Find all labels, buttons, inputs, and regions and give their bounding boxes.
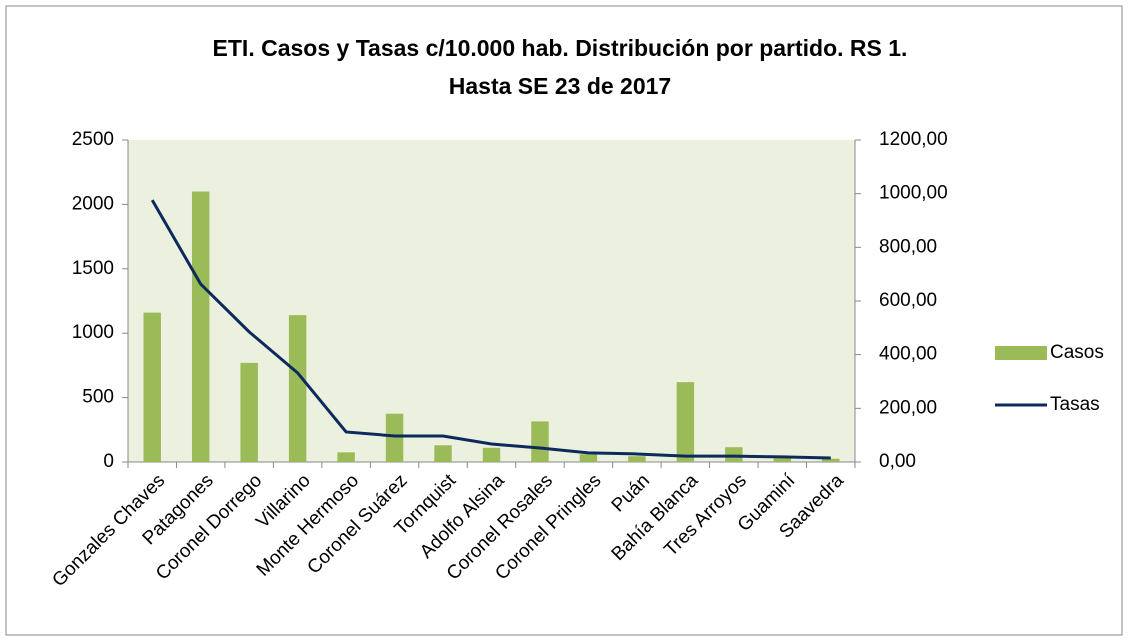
y-tick-label: 2000 (72, 193, 114, 214)
y-tick-label: 2500 (72, 129, 114, 150)
bar (725, 447, 743, 462)
chart-title: ETI. Casos y Tasas c/10.000 hab. Distrib… (213, 35, 908, 61)
bar (482, 447, 501, 462)
y2-tick-label: 1000,00 (879, 183, 948, 204)
y2-tick-label: 800,00 (879, 236, 937, 257)
bar (385, 413, 404, 462)
legend-label: Tasas (1050, 394, 1100, 415)
legend-swatch (995, 346, 1047, 360)
y2-tick-label: 0,00 (879, 451, 916, 472)
bar (676, 382, 695, 462)
bar (773, 458, 792, 462)
chart-title: Hasta SE 23 de 2017 (449, 73, 671, 99)
bar (337, 452, 355, 462)
bar (191, 191, 210, 462)
bar (531, 421, 549, 462)
line (150, 199, 831, 460)
legend-label: Casos (1050, 342, 1104, 363)
y-tick-label: 1000 (72, 322, 114, 343)
bar (143, 312, 161, 462)
plot-area (128, 140, 855, 462)
y2-tick-label: 400,00 (879, 344, 937, 365)
bar (822, 458, 840, 462)
y-tick-label: 1500 (72, 258, 114, 279)
bar (579, 454, 598, 462)
y2-tick-label: 200,00 (879, 397, 937, 418)
bar (240, 362, 258, 462)
bar (434, 445, 452, 462)
bar (288, 315, 307, 462)
y-tick-label: 500 (82, 387, 114, 408)
y2-tick-label: 600,00 (879, 290, 937, 311)
bar (628, 456, 646, 462)
y2-tick-label: 1200,00 (879, 129, 948, 150)
y-tick-label: 0 (103, 451, 114, 472)
